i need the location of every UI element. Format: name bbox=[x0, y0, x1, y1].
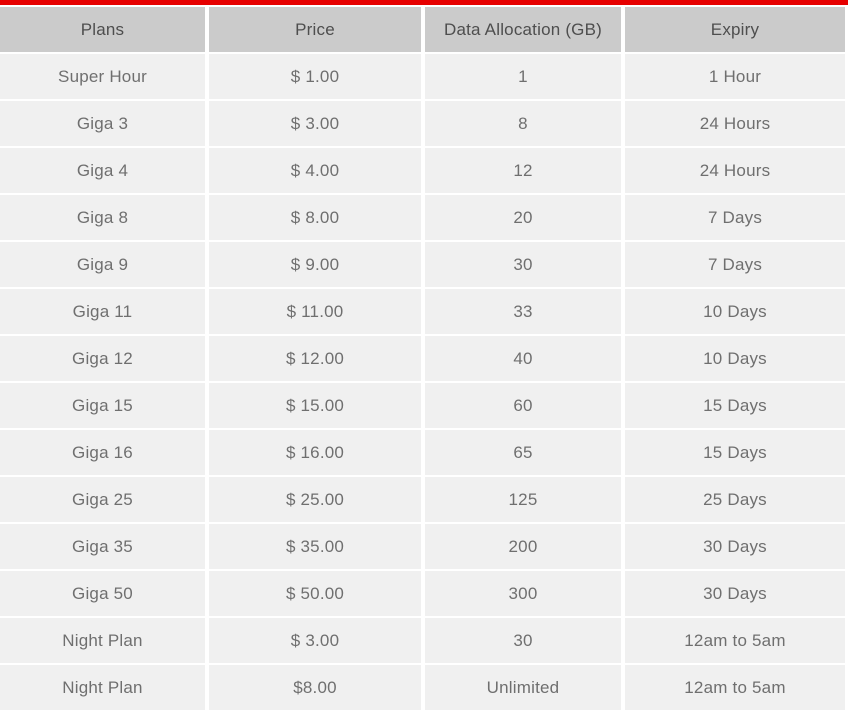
cell-expiry: 10 Days bbox=[625, 336, 845, 381]
cell-data: Unlimited bbox=[425, 665, 621, 710]
cell-plan: Giga 15 bbox=[0, 383, 205, 428]
header-cell-expiry: Expiry bbox=[625, 7, 845, 52]
cell-plan: Giga 25 bbox=[0, 477, 205, 522]
cell-plan: Giga 35 bbox=[0, 524, 205, 569]
cell-expiry: 30 Days bbox=[625, 524, 845, 569]
cell-data: 33 bbox=[425, 289, 621, 334]
cell-plan: Super Hour bbox=[0, 54, 205, 99]
cell-expiry: 25 Days bbox=[625, 477, 845, 522]
cell-price: $ 12.00 bbox=[209, 336, 421, 381]
cell-data: 1 bbox=[425, 54, 621, 99]
cell-data: 65 bbox=[425, 430, 621, 475]
cell-data: 20 bbox=[425, 195, 621, 240]
cell-price: $ 11.00 bbox=[209, 289, 421, 334]
top-accent-bar bbox=[0, 0, 848, 5]
cell-plan: Night Plan bbox=[0, 618, 205, 663]
cell-plan: Giga 9 bbox=[0, 242, 205, 287]
cell-expiry: 1 Hour bbox=[625, 54, 845, 99]
cell-expiry: 24 Hours bbox=[625, 148, 845, 193]
cell-price: $ 15.00 bbox=[209, 383, 421, 428]
cell-plan: Giga 8 bbox=[0, 195, 205, 240]
cell-plan: Giga 3 bbox=[0, 101, 205, 146]
cell-data: 60 bbox=[425, 383, 621, 428]
cell-plan: Night Plan bbox=[0, 665, 205, 710]
cell-price: $ 35.00 bbox=[209, 524, 421, 569]
cell-plan: Giga 12 bbox=[0, 336, 205, 381]
cell-price: $ 50.00 bbox=[209, 571, 421, 616]
cell-expiry: 24 Hours bbox=[625, 101, 845, 146]
cell-expiry: 30 Days bbox=[625, 571, 845, 616]
cell-price: $ 8.00 bbox=[209, 195, 421, 240]
header-cell-price: Price bbox=[209, 7, 421, 52]
data-plans-table: Plans Price Data Allocation (GB) Expiry … bbox=[0, 7, 848, 710]
cell-price: $ 4.00 bbox=[209, 148, 421, 193]
cell-price: $ 9.00 bbox=[209, 242, 421, 287]
cell-expiry: 15 Days bbox=[625, 383, 845, 428]
cell-price: $ 1.00 bbox=[209, 54, 421, 99]
cell-expiry: 7 Days bbox=[625, 242, 845, 287]
cell-data: 30 bbox=[425, 242, 621, 287]
cell-expiry: 15 Days bbox=[625, 430, 845, 475]
cell-price: $ 3.00 bbox=[209, 618, 421, 663]
cell-expiry: 7 Days bbox=[625, 195, 845, 240]
cell-data: 300 bbox=[425, 571, 621, 616]
cell-data: 125 bbox=[425, 477, 621, 522]
cell-data: 200 bbox=[425, 524, 621, 569]
cell-price: $ 25.00 bbox=[209, 477, 421, 522]
cell-plan: Giga 50 bbox=[0, 571, 205, 616]
cell-plan: Giga 4 bbox=[0, 148, 205, 193]
cell-data: 30 bbox=[425, 618, 621, 663]
header-cell-data-allocation: Data Allocation (GB) bbox=[425, 7, 621, 52]
header-cell-plans: Plans bbox=[0, 7, 205, 52]
cell-data: 12 bbox=[425, 148, 621, 193]
cell-price: $ 3.00 bbox=[209, 101, 421, 146]
cell-expiry: 12am to 5am bbox=[625, 665, 845, 710]
cell-price: $ 16.00 bbox=[209, 430, 421, 475]
cell-data: 8 bbox=[425, 101, 621, 146]
cell-expiry: 12am to 5am bbox=[625, 618, 845, 663]
cell-expiry: 10 Days bbox=[625, 289, 845, 334]
cell-plan: Giga 11 bbox=[0, 289, 205, 334]
cell-plan: Giga 16 bbox=[0, 430, 205, 475]
cell-data: 40 bbox=[425, 336, 621, 381]
cell-price: $8.00 bbox=[209, 665, 421, 710]
